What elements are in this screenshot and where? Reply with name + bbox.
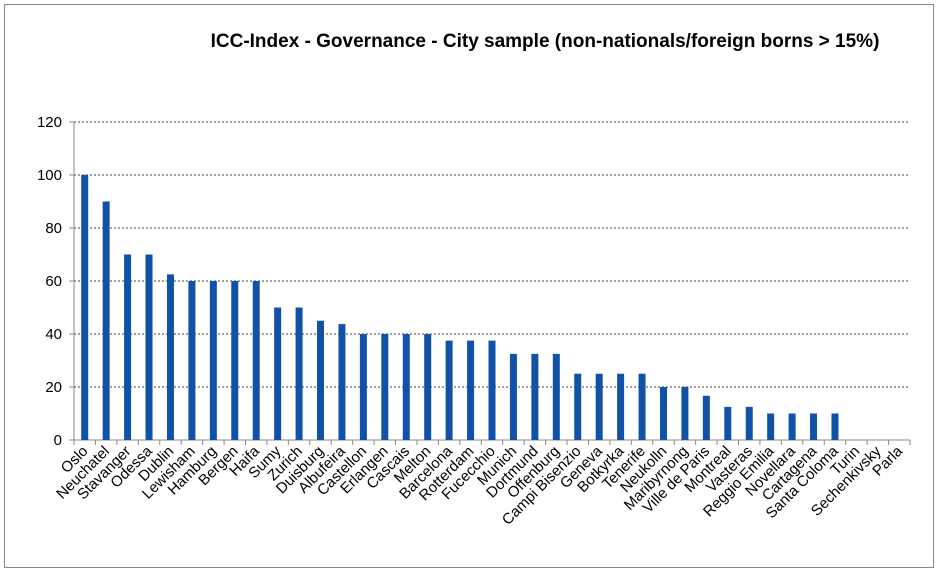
bar: [702, 395, 710, 440]
y-tick-label: 40: [45, 326, 62, 343]
bar: [231, 281, 239, 440]
bar: [317, 320, 325, 440]
bar: [681, 387, 689, 440]
bar: [381, 334, 389, 440]
bar: [424, 334, 432, 440]
bar: [831, 413, 839, 440]
chart-frame: [4, 4, 934, 568]
bar: [467, 340, 475, 440]
bar: [209, 281, 217, 440]
bar: [509, 353, 517, 440]
y-tick-label: 100: [37, 167, 62, 184]
y-tick-label: 60: [45, 273, 62, 290]
y-tick-label: 20: [45, 379, 62, 396]
bar: [488, 340, 496, 440]
bar: [745, 406, 753, 440]
bar: [124, 254, 132, 440]
bar: [767, 413, 775, 440]
bar: [402, 334, 410, 440]
bar: [574, 373, 582, 440]
bar: [638, 373, 646, 440]
bar: [724, 406, 732, 440]
bar: [166, 274, 174, 440]
bar: [359, 334, 367, 440]
bar: [445, 340, 453, 440]
y-tick-label: 0: [54, 432, 62, 449]
bar: [552, 353, 560, 440]
bar: [295, 307, 303, 440]
bar: [595, 373, 603, 440]
chart-title: ICC-Index - Governance - City sample (no…: [210, 31, 880, 52]
y-tick-label: 120: [37, 114, 62, 131]
bar: [274, 307, 282, 440]
bar: [252, 281, 260, 440]
bar: [788, 413, 796, 440]
y-tick-label: 80: [45, 220, 62, 237]
bar: [659, 387, 667, 440]
bar: [81, 175, 89, 440]
bar: [617, 373, 625, 440]
bar: [145, 254, 153, 440]
bar: [338, 324, 346, 440]
bar: [810, 413, 818, 440]
bar: [102, 201, 110, 440]
bar: [531, 353, 539, 440]
bar: [188, 281, 196, 440]
